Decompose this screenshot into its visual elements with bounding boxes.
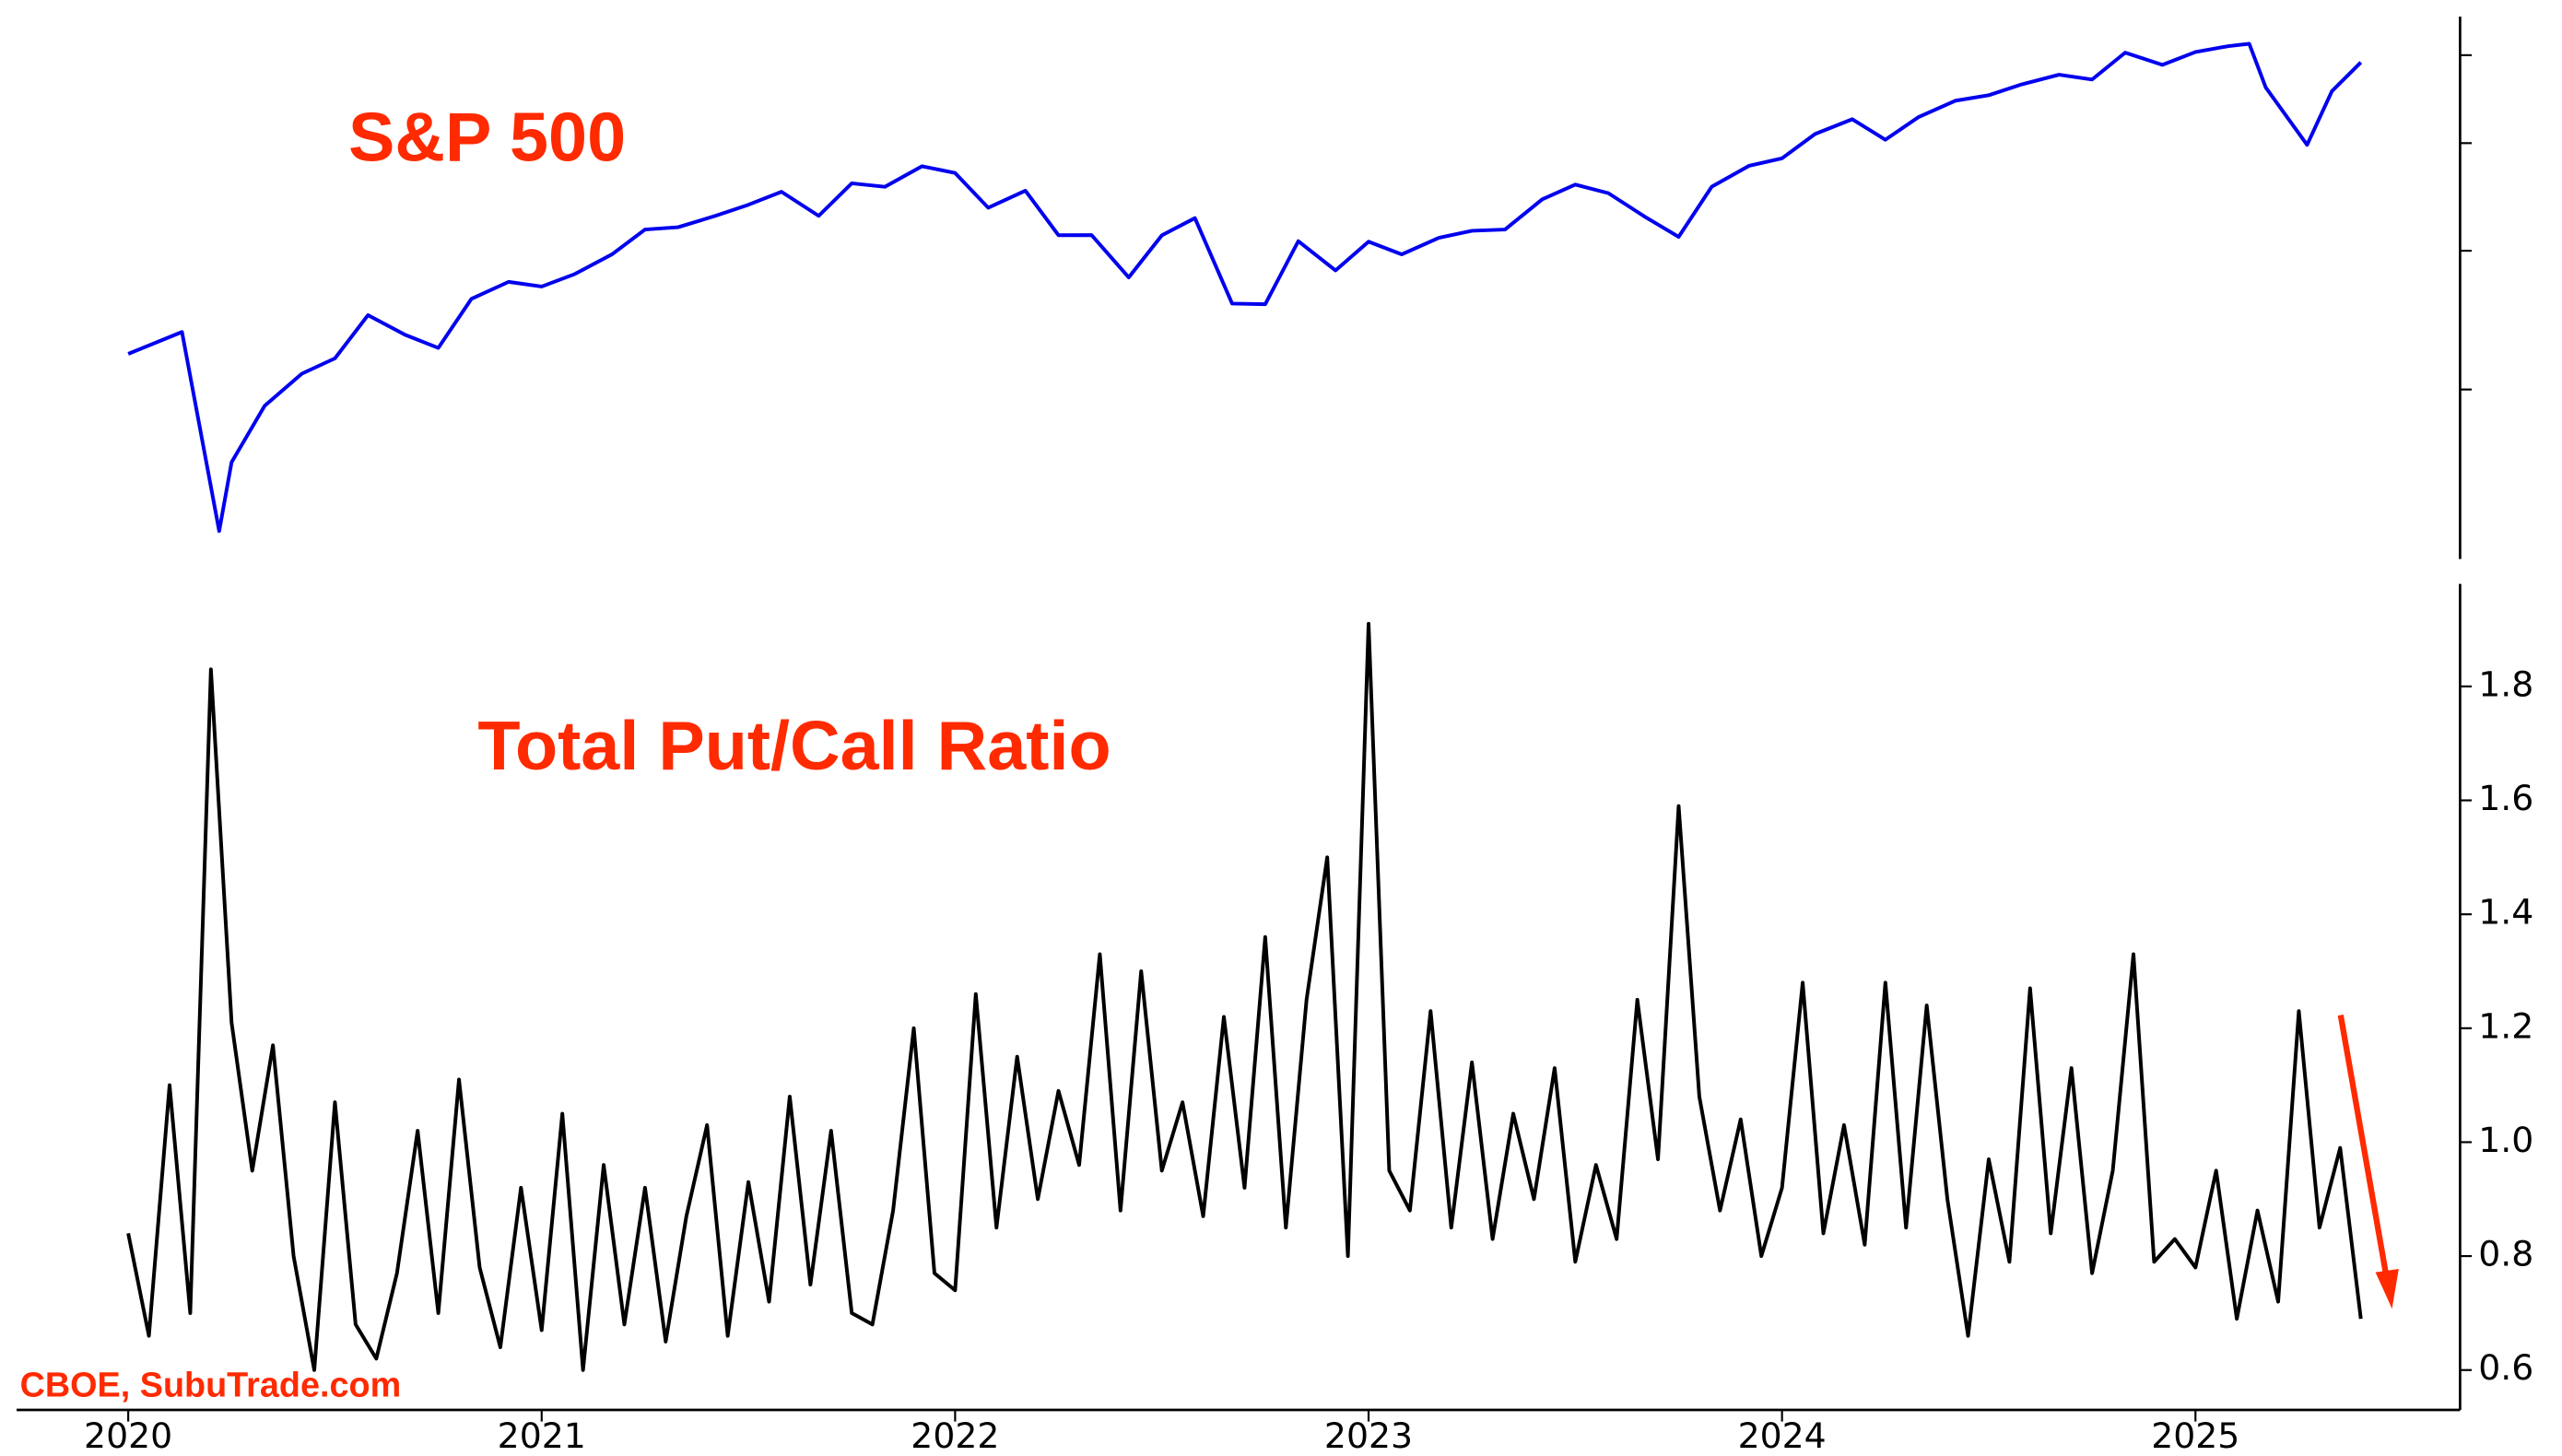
x-tick-label: 2022 bbox=[911, 1415, 999, 1456]
data-line bbox=[126, 621, 2363, 1372]
y-tick-label: 1.8 bbox=[2478, 663, 2533, 704]
x-tick-label: 2021 bbox=[498, 1415, 586, 1456]
y-tick-label: 1.0 bbox=[2478, 1120, 2533, 1160]
y-tick-label: 0.6 bbox=[2478, 1347, 2533, 1388]
x-tick-label: 2020 bbox=[84, 1415, 172, 1456]
y-tick-label: 1.2 bbox=[2478, 1005, 2533, 1046]
y-tick-label: 0.8 bbox=[2478, 1234, 2533, 1274]
y-tick-label: 1.6 bbox=[2478, 778, 2533, 818]
chart-title: S&P 500 bbox=[348, 100, 626, 177]
arrow bbox=[2337, 1015, 2399, 1309]
chart-title: Total Put/Call Ratio bbox=[477, 708, 1111, 785]
y-tick-label: 1.4 bbox=[2478, 892, 2533, 933]
source-note: CBOE, SubuTrade.com bbox=[20, 1367, 402, 1405]
x-tick-label: 2025 bbox=[2151, 1415, 2239, 1456]
x-tick-label: 2023 bbox=[1324, 1415, 1413, 1456]
data-line bbox=[127, 41, 2363, 534]
x-tick-label: 2024 bbox=[1738, 1415, 1827, 1456]
